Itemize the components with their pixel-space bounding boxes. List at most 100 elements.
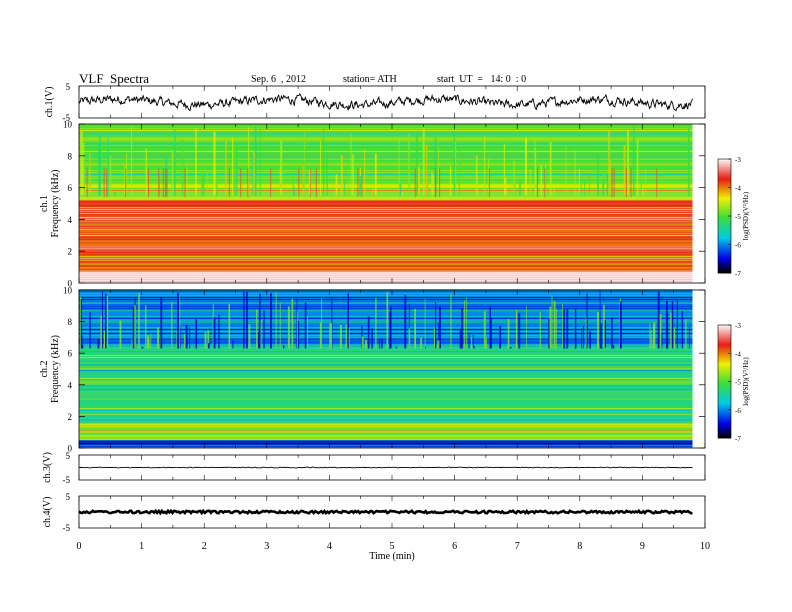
ch2-spec-freq-line <box>79 345 693 347</box>
ch2-spec-streak <box>184 333 187 349</box>
ch1-spec-freq-line <box>79 179 693 181</box>
ch3-ytick-bottom: -5 <box>63 475 71 485</box>
ch1-spec-streak <box>537 192 539 196</box>
ch1-spec-streak <box>640 181 642 196</box>
ch2-spec-streak <box>145 305 147 349</box>
ch1-spec-freq-line <box>79 229 693 231</box>
ch1-spec-freq-line <box>79 186 693 187</box>
start-ut-label: start UT = 14: 0 : 0 <box>437 74 527 85</box>
ch1-spec-streak <box>488 158 490 196</box>
ch2-spec-streak <box>620 301 622 349</box>
ch2-spec-colorbar-cell <box>718 436 731 439</box>
ch1-spec-red-streak <box>611 168 613 198</box>
ch2-spec-streak <box>612 345 615 349</box>
ch2-spec-freq-line <box>79 298 693 300</box>
ch2-spec-streak <box>574 330 577 349</box>
ch2-spec-streak <box>304 302 307 349</box>
ch2-spec-streak <box>548 319 551 349</box>
ch2-spec-freq-line <box>79 315 693 317</box>
ch1-spec-streak <box>124 165 126 196</box>
ch2-spec-freq-line <box>79 447 693 448</box>
time-tick-label: 5 <box>390 541 395 552</box>
ch2-spec-streak <box>105 294 107 349</box>
ch1-spec-freq-line <box>79 282 693 283</box>
ch2-spec-streak <box>424 299 426 349</box>
ch1-spec-freq-line <box>79 158 693 160</box>
ch2-spec-streak <box>586 293 588 349</box>
ch1-spec-freq-line <box>79 257 693 259</box>
ch2-spec-colorbar-cell <box>718 351 731 354</box>
ch1-spec-ylabel: Frequency (kHz) <box>50 169 61 237</box>
ch2-spec-colorbar-cell <box>718 375 731 379</box>
ch2-spec-freq-line <box>79 362 693 364</box>
ch2-spec-streak <box>179 295 181 349</box>
ch1-spec-colorbar-cell <box>718 216 731 219</box>
ch1-spec-streak <box>80 130 83 196</box>
ch2-spec-streak <box>553 301 556 349</box>
ch1-spec-streak <box>201 168 204 196</box>
ch1-spec-colorbar-cell <box>718 242 731 245</box>
time-tick-label: 8 <box>577 541 582 552</box>
ch2-spec-colorbar-cell <box>718 326 731 330</box>
ch2-spec-streak <box>518 313 521 349</box>
ch1-spec-colorbar-cell <box>718 257 731 261</box>
ch1-spec-red-streak <box>164 168 166 198</box>
ch2-spec-streak <box>659 314 662 349</box>
ch1-spec-freq-line <box>79 143 693 145</box>
ch1-spec-colorbar-cell <box>718 269 731 272</box>
ch1-spec-streak <box>131 125 133 196</box>
ch2-spec-streak <box>471 337 472 349</box>
time-tick-label: 4 <box>327 541 332 552</box>
ch2-spec-streak <box>597 312 600 349</box>
ch2-spec-streak <box>103 330 106 349</box>
chart-title: VLF Spectra <box>79 71 150 86</box>
ch1-spec-freq-line <box>79 236 693 238</box>
ch1-spec-colorbar-cell <box>718 206 731 209</box>
ch1-colorbar: -3 -4 -5 -6 -7 log(PSD)(V²/Hz) <box>717 156 750 278</box>
ch2-spec-streak <box>138 293 140 349</box>
ch2-spec-freq-line <box>79 291 693 293</box>
ch1-spec-streak <box>609 149 611 196</box>
ch2-spec-colorbar-cell <box>718 407 731 411</box>
ch1-spec-streak <box>401 192 404 196</box>
ch1-spec-red-streak <box>103 168 105 198</box>
ch1-spec-streak <box>565 146 567 196</box>
ch1-spec-colorbar-cell <box>718 202 731 205</box>
ch2-spec-streak <box>539 311 541 349</box>
ch1-spec-freq-line <box>79 269 693 271</box>
ch1-spec-ytick-label: 4 <box>68 215 73 225</box>
ch1-spec-red-streak <box>656 168 658 198</box>
ch2-spec-streak <box>81 334 83 349</box>
ch2-spec-streak <box>465 297 467 349</box>
ch1-spec-freq-line <box>79 209 693 211</box>
ch2-spec-freq-line <box>79 302 693 304</box>
ch2-spec-streak <box>365 340 368 349</box>
ch1-spec-colorbar-cell <box>718 159 731 162</box>
ch2-spec-colorbar-cell <box>718 413 731 416</box>
ch2-spec-colorbar-cell <box>718 349 731 352</box>
ch1-spec-streak <box>413 189 414 196</box>
ch2-spec-colorbar-cell <box>718 404 731 407</box>
ch1-spec-red-streak <box>613 168 615 198</box>
ch2-spec-streak <box>563 309 565 349</box>
ch2-spec-freq-line <box>79 310 693 312</box>
ch2-spec-freq-line <box>79 317 693 319</box>
ch1-spec-streak <box>82 143 85 196</box>
ch2-spec-streak <box>80 299 82 349</box>
ch2-spec-colorbar-cell <box>718 417 731 420</box>
ch2-spec-streak <box>424 346 426 349</box>
ch1-spec-freq-line <box>79 263 693 265</box>
ch2-spec-freq-line <box>79 331 693 332</box>
ch2-spec-ytick-label: 10 <box>63 286 73 296</box>
ch1-spec-streak <box>165 156 168 196</box>
ch2-spec-freq-line <box>79 383 693 385</box>
ch1-spec-streak <box>584 179 586 196</box>
ch1-spec-red-streak <box>86 168 88 198</box>
ch1-spec-streak <box>623 145 626 196</box>
ch2-spec-freq-line <box>79 370 693 372</box>
ch2-spec-freq-line <box>79 327 693 329</box>
ch1-spec-red-streak <box>488 168 490 198</box>
ch1-spec-streak <box>80 129 81 196</box>
ch2-spec-streak <box>148 338 150 349</box>
ch2-spec-freq-line <box>79 391 693 393</box>
